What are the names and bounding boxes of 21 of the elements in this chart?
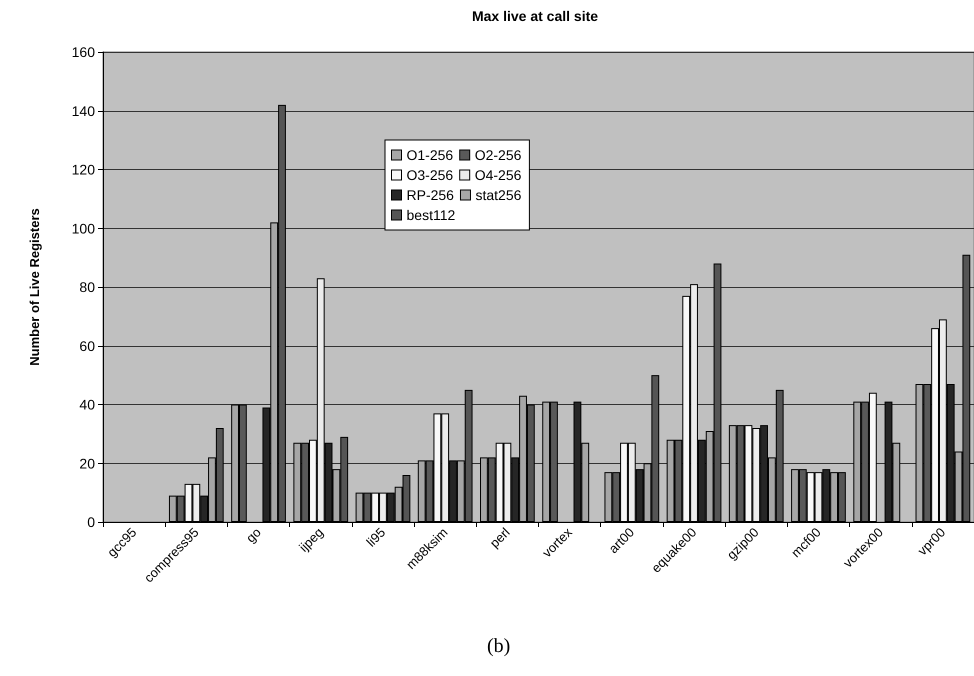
legend-label: stat256 — [475, 187, 522, 203]
legend-label: O4-256 — [474, 167, 522, 183]
y-tick-label: 160 — [72, 44, 96, 60]
x-tick-label: go — [243, 524, 264, 546]
y-axis-title: Number of Live Registers — [27, 208, 42, 366]
legend-label: O2-256 — [474, 147, 522, 163]
y-tick-label: 0 — [87, 514, 96, 530]
legend-label: O3-256 — [406, 167, 454, 183]
y-tick-label: 100 — [72, 220, 96, 236]
y-tick-label: 120 — [72, 162, 96, 178]
legend-label: O1-256 — [406, 147, 454, 163]
y-tick-label: 40 — [79, 396, 96, 412]
x-tick-label: li95 — [363, 524, 388, 550]
y-tick-label: 60 — [79, 338, 96, 354]
y-tick-label: 80 — [79, 279, 96, 295]
legend-label: best112 — [406, 207, 456, 223]
chart-title: Max live at call site — [472, 8, 598, 24]
y-tick-label: 140 — [72, 102, 96, 119]
y-tick-label: 20 — [79, 455, 96, 472]
text: (b) — [486, 635, 510, 657]
legend-label: RP-256 — [406, 187, 454, 203]
